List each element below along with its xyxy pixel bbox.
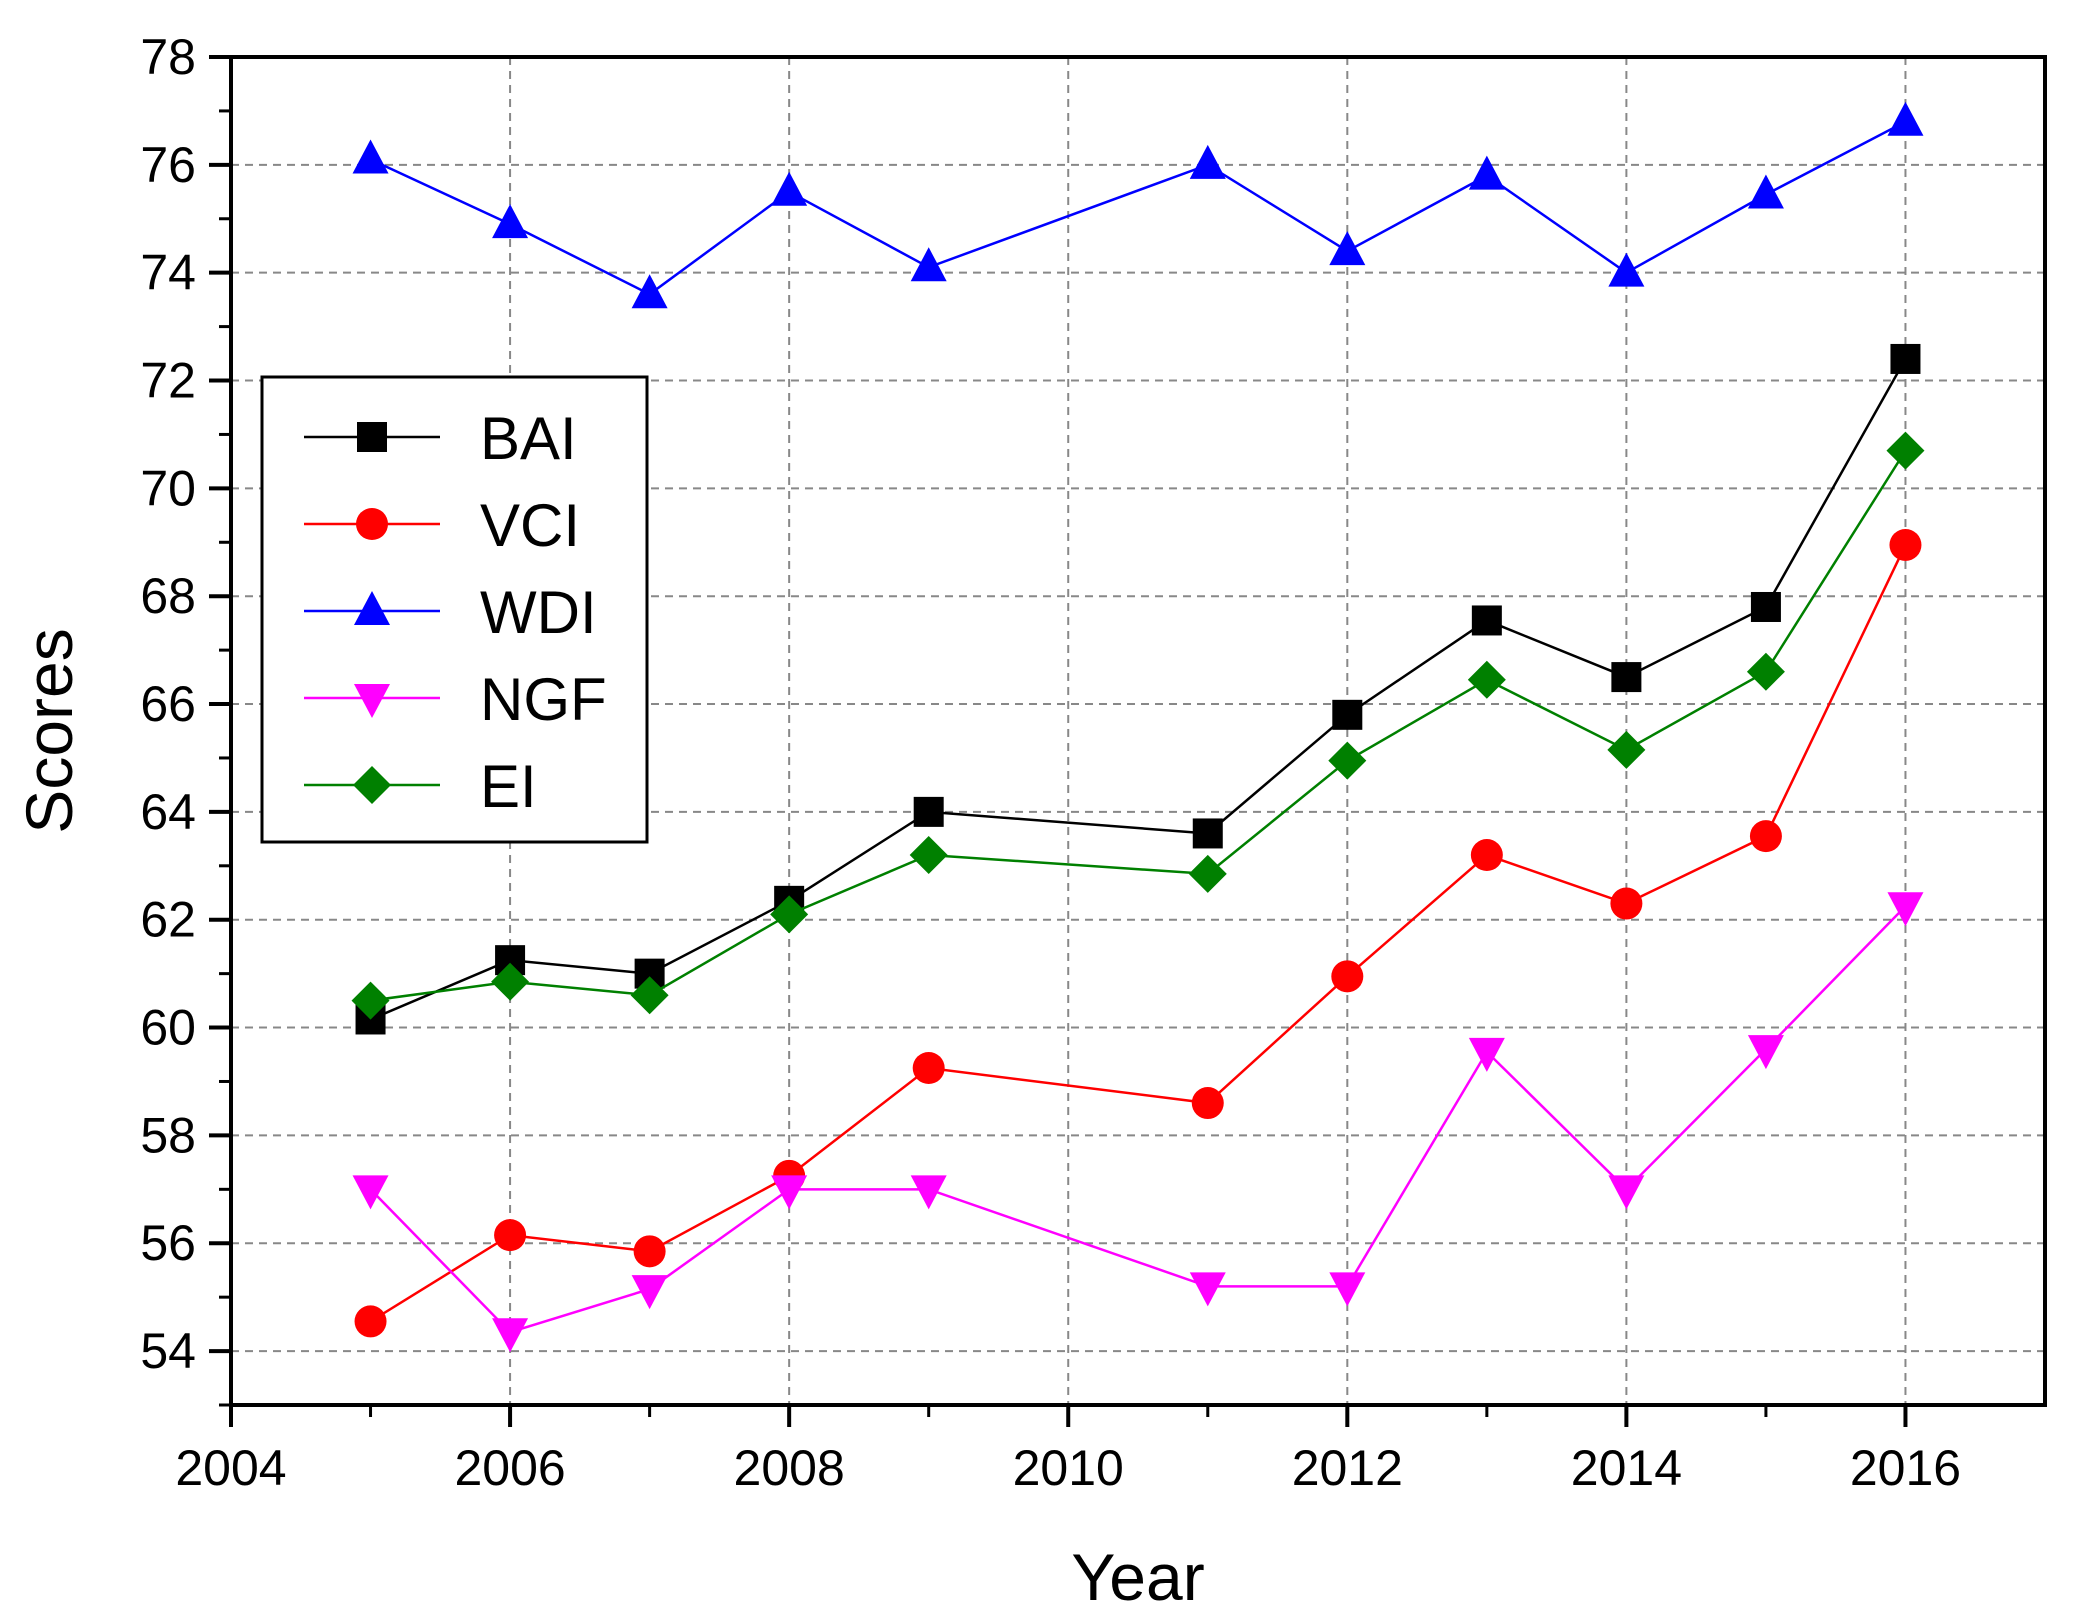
data-point-ngf (910, 1175, 947, 1210)
grid-lines (231, 57, 2045, 1405)
x-tick-label: 2014 (1571, 1440, 1682, 1496)
y-tick-label: 68 (140, 568, 196, 624)
data-point-wdi (1189, 144, 1226, 179)
legend-item-vci: VCI (304, 492, 580, 559)
data-point-vci (912, 1052, 945, 1084)
legend-marker-wdi (354, 591, 390, 625)
data-point-wdi (352, 139, 389, 174)
y-tick-label: 54 (140, 1323, 196, 1379)
data-point-ngf (771, 1175, 808, 1210)
data-point-vci (1749, 820, 1782, 853)
y-tick-label: 56 (140, 1215, 196, 1271)
x-tick-label: 2008 (734, 1440, 845, 1496)
legend-item-bai: BAI (304, 405, 577, 472)
data-point-ngf (631, 1275, 668, 1310)
legend-label-vci: VCI (480, 492, 580, 559)
legend-item-ei: EI (304, 753, 537, 820)
data-point-bai (1332, 699, 1363, 730)
data-point-ei (1328, 741, 1367, 780)
data-point-vci (1191, 1087, 1224, 1120)
legend-marker-ngf (354, 684, 390, 718)
data-point-bai (1890, 343, 1921, 374)
data-point-ngf (352, 1175, 389, 1210)
data-point-ngf (1329, 1272, 1366, 1307)
data-point-ngf (1608, 1175, 1645, 1210)
data-point-wdi (1329, 231, 1366, 266)
x-tick-label: 2016 (1850, 1440, 1961, 1496)
data-point-ei (1746, 652, 1785, 691)
data-point-bai (913, 796, 944, 827)
data-point-ngf (1189, 1272, 1226, 1307)
data-point-ei (1188, 854, 1227, 893)
x-axis-title: Year (1071, 1540, 1204, 1614)
data-point-ei (1467, 660, 1506, 699)
series-wdi (352, 101, 1924, 309)
data-point-vci (1470, 839, 1503, 872)
legend-item-wdi: WDI (304, 579, 597, 646)
data-point-ei (351, 981, 390, 1020)
y-tick-label: 70 (140, 460, 196, 516)
x-tick-label: 2010 (1013, 1440, 1124, 1496)
data-point-ei (770, 895, 809, 934)
data-point-bai (1750, 591, 1781, 622)
data-point-vci (354, 1305, 387, 1338)
legend-label-ngf: NGF (480, 666, 607, 733)
data-point-wdi (910, 247, 947, 282)
data-point-wdi (631, 274, 668, 309)
data-point-wdi (1887, 101, 1924, 136)
data-point-ei (1607, 730, 1646, 769)
series-ngf (352, 892, 1924, 1353)
data-point-ei (630, 976, 669, 1015)
y-axis-title: Scores (12, 628, 86, 833)
data-point-bai (1192, 818, 1223, 849)
y-tick-label: 72 (140, 353, 196, 409)
legend-marker-ei (353, 766, 391, 804)
data-point-ngf (1887, 892, 1924, 927)
y-tick-label: 58 (140, 1107, 196, 1163)
y-tick-label: 64 (140, 784, 196, 840)
data-point-vci (1889, 528, 1922, 561)
data-point-ngf (1468, 1037, 1505, 1072)
legend-marker-vci (356, 508, 388, 540)
legend-label-ei: EI (480, 753, 537, 820)
data-point-wdi (492, 204, 529, 239)
data-point-vci (494, 1219, 527, 1252)
data-point-wdi (1468, 155, 1505, 190)
data-point-vci (633, 1235, 666, 1268)
series-ei (351, 431, 1925, 1020)
data-point-ei (909, 836, 948, 875)
data-point-ei (491, 962, 530, 1001)
legend: BAI VCI WDI NGF EI (260, 375, 649, 844)
series-layer (351, 101, 1925, 1353)
data-point-bai (1611, 662, 1642, 693)
data-point-bai (1471, 605, 1502, 636)
plot-frame (229, 55, 2047, 1407)
data-point-vci (1610, 887, 1643, 920)
data-point-wdi (1608, 252, 1645, 287)
x-tick-label: 2012 (1292, 1440, 1403, 1496)
y-tick-label: 78 (140, 29, 196, 85)
legend-label-wdi: WDI (480, 579, 597, 646)
legend-item-ngf: NGF (304, 666, 607, 733)
legend-marker-bai (357, 422, 387, 452)
y-tick-label: 62 (140, 892, 196, 948)
legend-box (260, 375, 649, 844)
data-point-vci (1331, 960, 1364, 993)
y-tick-label: 76 (140, 137, 196, 193)
y-tick-label: 60 (140, 1000, 196, 1056)
data-point-wdi (771, 171, 808, 206)
axes: 2004 2006 2008 2010 2012 2014 2016 54 56 58 60 62 64… (140, 29, 1961, 1496)
data-point-ngf (492, 1318, 529, 1353)
data-point-ei (1886, 431, 1925, 470)
data-point-ngf (1747, 1035, 1784, 1070)
y-tick-label: 74 (140, 245, 196, 301)
data-point-wdi (1747, 174, 1784, 209)
x-tick-label: 2004 (175, 1440, 286, 1496)
y-tick-label: 66 (140, 676, 196, 732)
legend-label-bai: BAI (480, 405, 577, 472)
x-tick-label: 2006 (454, 1440, 565, 1496)
